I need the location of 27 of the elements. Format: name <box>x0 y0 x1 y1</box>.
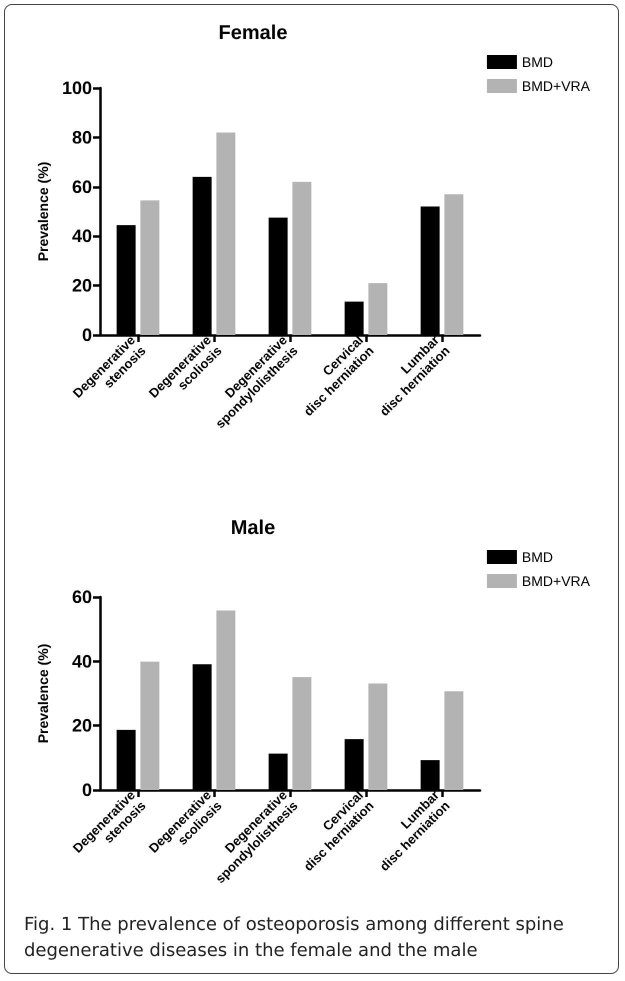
y-tick-label: 60 <box>72 587 92 607</box>
chart-title: Male <box>230 517 276 539</box>
y-tick-label: 60 <box>72 176 92 197</box>
bar <box>444 194 464 335</box>
y-axis-title: Prevalence (%) <box>35 162 51 262</box>
y-tick-label: 40 <box>72 651 92 672</box>
bar <box>292 677 312 790</box>
chart-title: Female <box>218 22 288 44</box>
caption: Fig. 1 The prevalence of osteoporosis among different spine degenerative diseases in the female and the male <box>24 913 565 963</box>
y-tick-label: 20 <box>72 276 92 296</box>
bar <box>216 610 236 790</box>
bar <box>444 691 464 790</box>
y-tick-label: 20 <box>72 716 92 736</box>
legend-label: BMD+VRA <box>522 573 591 589</box>
bar <box>292 182 312 335</box>
y-axis-title: Prevalence (%) <box>35 644 51 744</box>
bar <box>140 200 160 335</box>
bar <box>368 283 388 335</box>
legend-label: BMD+VRA <box>522 78 591 94</box>
y-tick-label: 80 <box>72 127 92 148</box>
legend-label: BMD <box>522 54 554 70</box>
y-tick-label: 100 <box>62 78 92 98</box>
bar <box>140 662 160 790</box>
bar <box>216 132 236 335</box>
legend-label: BMD <box>522 549 554 565</box>
bar <box>368 684 388 790</box>
y-tick-label: 40 <box>72 226 92 246</box>
